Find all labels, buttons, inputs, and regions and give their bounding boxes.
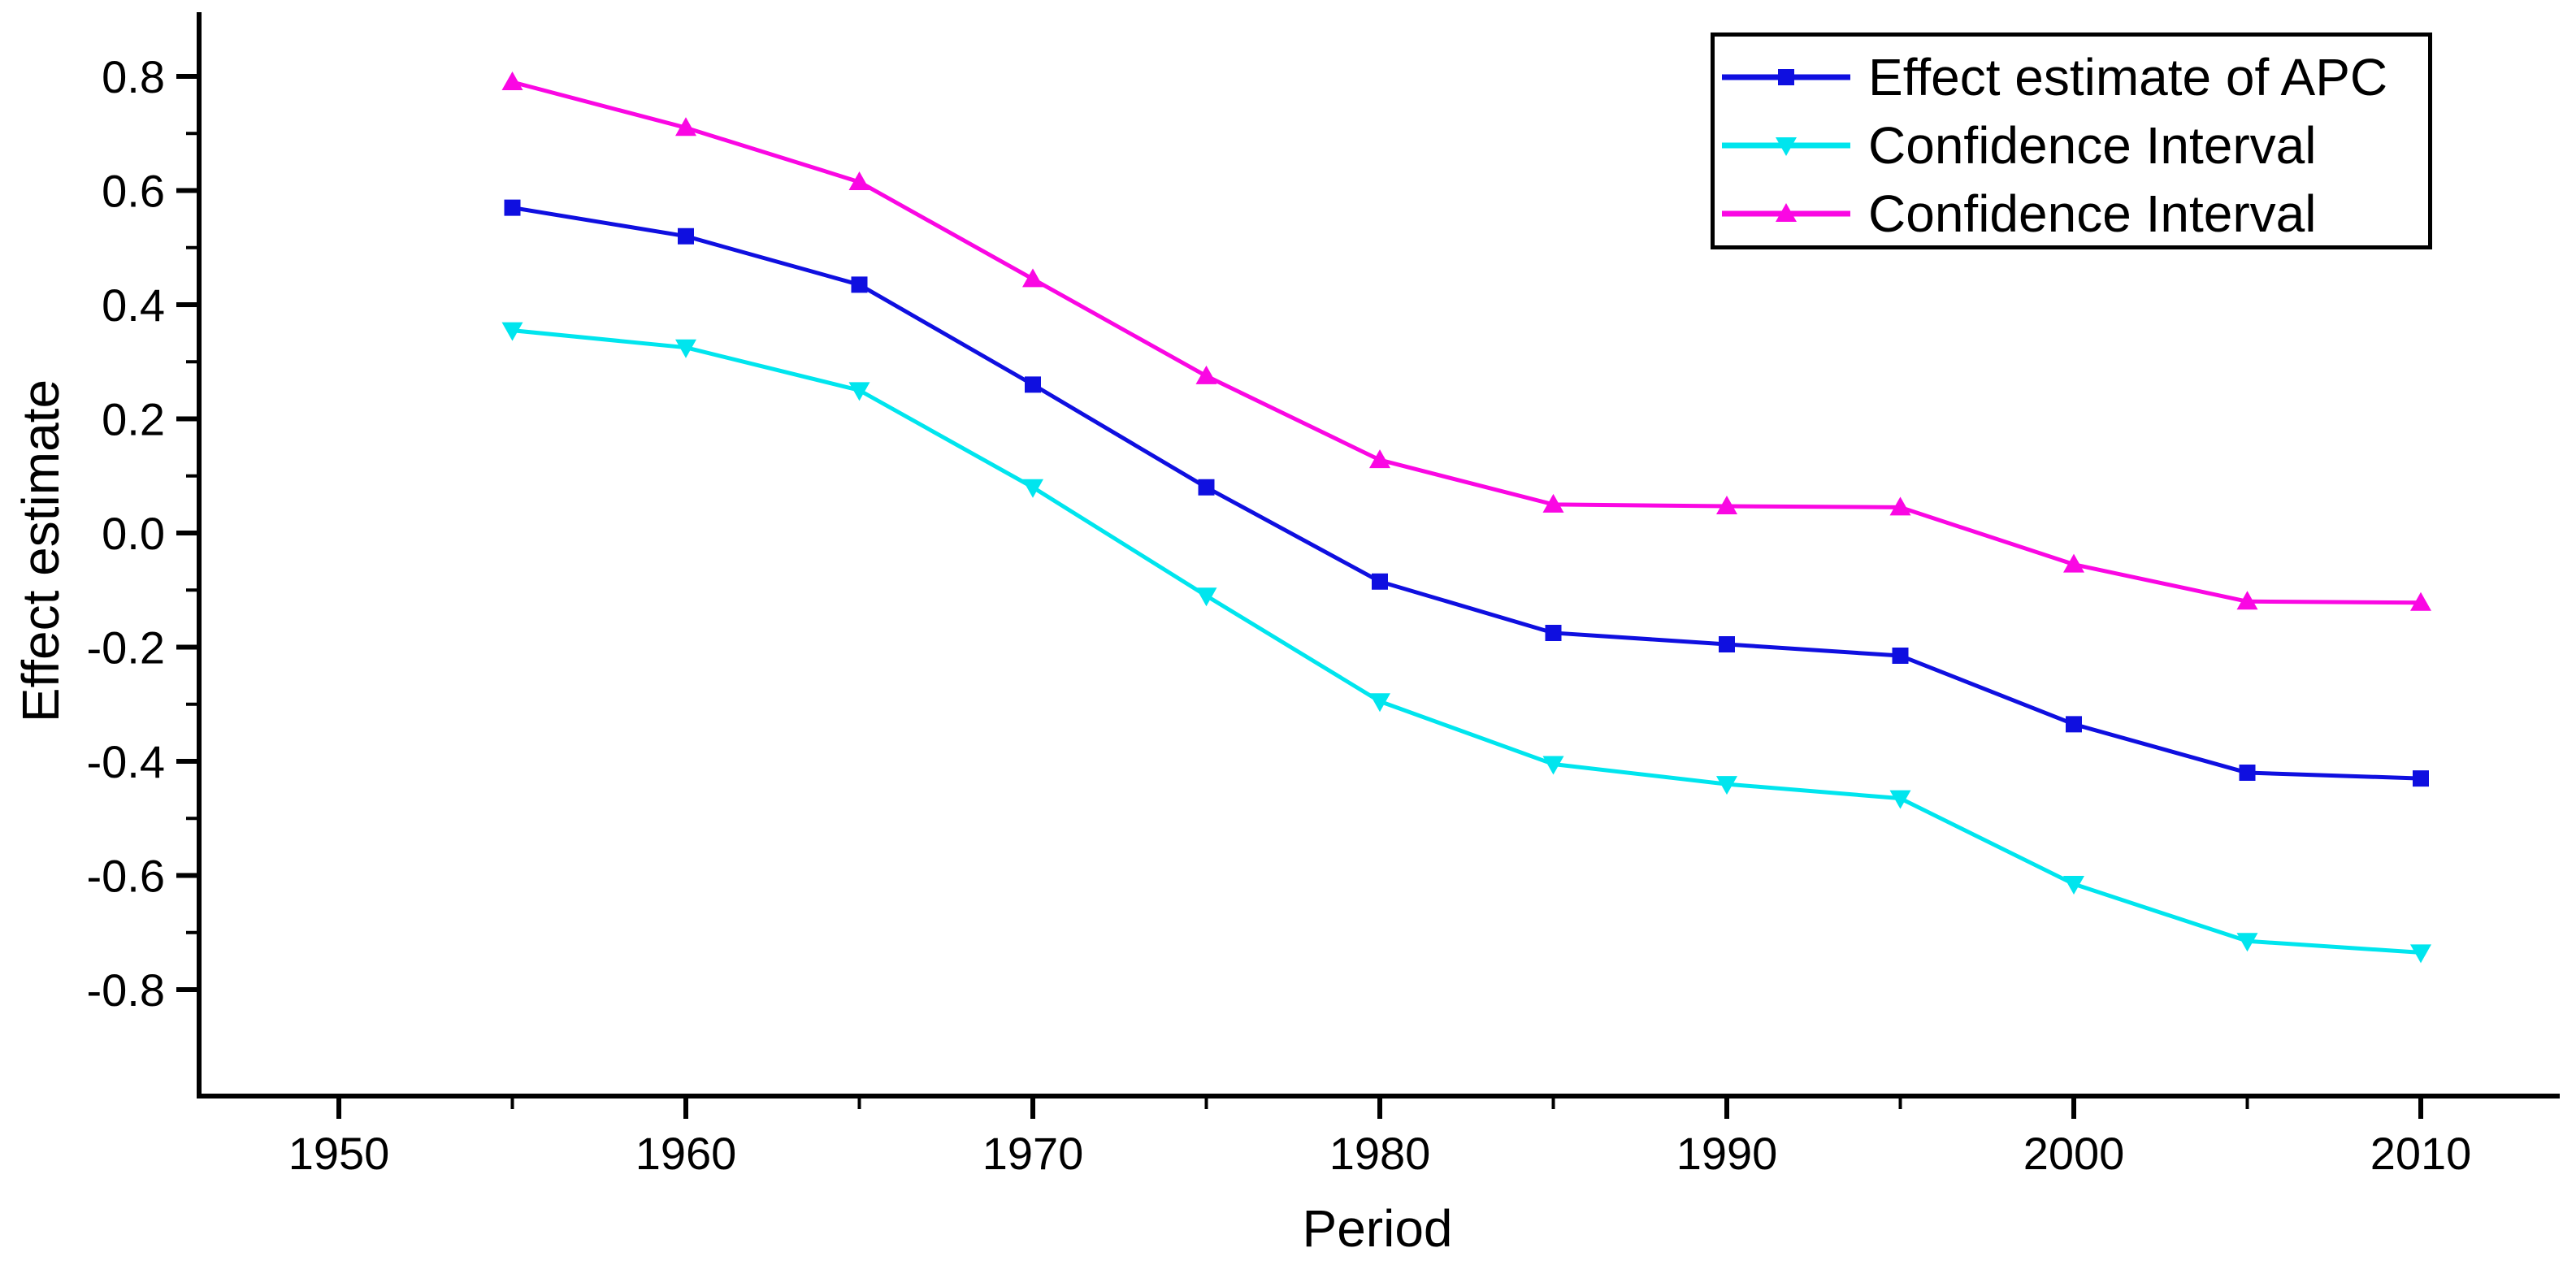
y-tick-label: 0.2 bbox=[102, 394, 165, 445]
data-point-marker-s1-1960 bbox=[675, 339, 696, 358]
series-line-1 bbox=[510, 328, 2423, 955]
legend-row-2: Confidence Interval bbox=[1715, 180, 2428, 248]
y-tick-label: 0.4 bbox=[102, 280, 165, 331]
data-point-marker-s1-1955 bbox=[501, 322, 523, 341]
x-tick-label: 1960 bbox=[635, 1128, 737, 1179]
legend-label-0: Effect estimate of APC bbox=[1868, 48, 2388, 106]
data-point-marker-s2-2010 bbox=[2410, 592, 2431, 611]
data-point-marker-s0-2005 bbox=[2239, 765, 2256, 782]
data-point-marker-s2-1955 bbox=[501, 72, 523, 91]
data-point-marker-s1-1985 bbox=[1542, 756, 1564, 775]
x-tick-label: 1980 bbox=[1329, 1128, 1431, 1179]
data-point-marker-s2-1990 bbox=[1716, 495, 1737, 514]
data-point-marker-s2-1995 bbox=[1889, 496, 1911, 516]
y-tick-label: -0.6 bbox=[87, 851, 166, 902]
data-point-marker-s0-1975 bbox=[1198, 479, 1215, 496]
y-tick-label: 0.0 bbox=[102, 508, 165, 559]
legend-label-2: Confidence Interval bbox=[1868, 184, 2317, 243]
x-tick-label: 1950 bbox=[288, 1128, 390, 1179]
series-line-0 bbox=[510, 206, 2423, 781]
x-axis-title: Period bbox=[1302, 1199, 1453, 1258]
data-point-marker-s0-1965 bbox=[851, 276, 868, 293]
y-tick-label: -0.2 bbox=[87, 622, 166, 674]
data-point-marker-s2-2000 bbox=[2063, 553, 2084, 573]
data-point-marker-s1-2000 bbox=[2063, 876, 2084, 895]
legend-swatch-square-icon bbox=[1722, 43, 1850, 111]
data-point-marker-s1-1990 bbox=[1716, 776, 1737, 795]
x-tick-label: 2000 bbox=[2023, 1128, 2125, 1179]
y-tick-label: 0.6 bbox=[102, 166, 165, 217]
data-point-marker-s0-2010 bbox=[2413, 770, 2429, 787]
data-point-marker-s0-1960 bbox=[678, 228, 694, 245]
legend-label-1: Confidence Interval bbox=[1868, 116, 2317, 175]
data-point-marker-s1-2010 bbox=[2410, 944, 2431, 964]
legend-row-1: Confidence Interval bbox=[1715, 111, 2428, 180]
y-tick-label: -0.4 bbox=[87, 736, 166, 787]
x-tick-label: 1970 bbox=[982, 1128, 1084, 1179]
y-axis-title: Effect estimate bbox=[11, 379, 70, 723]
data-point-marker-s0-1995 bbox=[1892, 648, 1909, 665]
legend-swatch-triangle-down-icon bbox=[1722, 111, 1850, 180]
data-point-marker-s1-1980 bbox=[1369, 693, 1390, 713]
x-tick-label: 2010 bbox=[2370, 1128, 2472, 1179]
legend: Effect estimate of APC Confidence Interva… bbox=[1711, 32, 2432, 249]
data-point-marker-s0-1985 bbox=[1545, 624, 1562, 641]
legend-row-0: Effect estimate of APC bbox=[1715, 43, 2428, 111]
data-point-marker-s0-1955 bbox=[504, 199, 521, 216]
data-point-marker-s2-1975 bbox=[1195, 365, 1217, 384]
x-tick-label: 1990 bbox=[1676, 1128, 1778, 1179]
series-line-2 bbox=[510, 80, 2423, 605]
y-tick-label: -0.8 bbox=[87, 964, 166, 1016]
data-point-marker-s0-1970 bbox=[1025, 376, 1041, 393]
data-point-marker-s1-1970 bbox=[1022, 479, 1043, 498]
legend-swatch-triangle-up-icon bbox=[1722, 180, 1850, 248]
data-point-marker-s2-2005 bbox=[2236, 591, 2258, 610]
data-point-marker-s1-1965 bbox=[848, 382, 870, 401]
data-point-marker-s2-1970 bbox=[1022, 268, 1043, 288]
data-point-marker-s0-2000 bbox=[2066, 716, 2082, 733]
data-point-marker-s2-1980 bbox=[1369, 449, 1390, 469]
data-point-marker-s2-1960 bbox=[675, 117, 696, 136]
data-point-marker-s0-1980 bbox=[1372, 573, 1388, 590]
data-point-marker-s1-1975 bbox=[1195, 587, 1217, 607]
data-point-marker-s0-1990 bbox=[1719, 635, 1735, 652]
data-point-marker-s2-1965 bbox=[848, 171, 870, 190]
data-point-marker-s2-1985 bbox=[1542, 493, 1564, 513]
data-point-marker-s1-2005 bbox=[2236, 933, 2258, 952]
data-point-marker-s1-1995 bbox=[1889, 790, 1911, 809]
y-tick-label: 0.8 bbox=[102, 51, 165, 102]
